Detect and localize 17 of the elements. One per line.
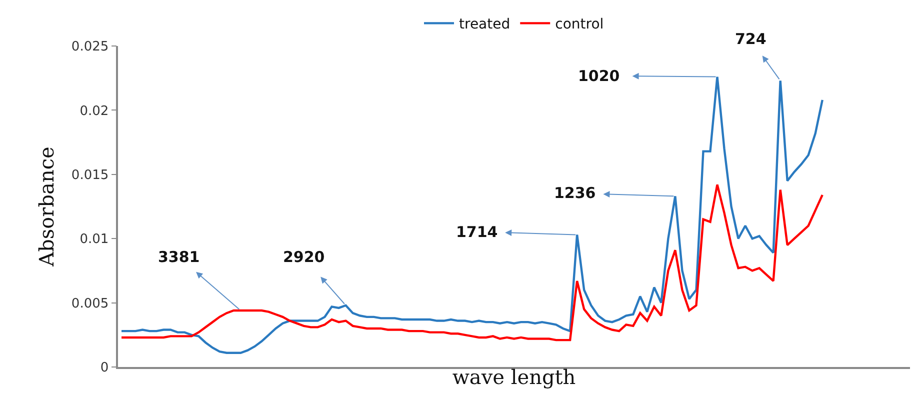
legend-label: treated — [459, 16, 510, 33]
annotation: 1236 — [554, 184, 596, 202]
y-tick-label: 0.015 — [71, 168, 109, 183]
annotation: 1020 — [578, 67, 620, 85]
y-axis-title: Absorbance — [34, 146, 58, 268]
annotation: 3381 — [158, 248, 200, 266]
x-axis-title: wave length — [452, 364, 576, 389]
y-tick-label: 0 — [100, 360, 109, 376]
annotation: 2920 — [283, 248, 325, 266]
legend-label: control — [555, 16, 604, 33]
annotation: 1714 — [456, 223, 498, 241]
y-tick-label: 0.02 — [80, 104, 109, 119]
y-tick-label: 0.005 — [71, 296, 109, 312]
annotation: 724 — [735, 30, 766, 48]
y-tick-label: 0.025 — [71, 40, 109, 55]
y-tick-label: 0.01 — [80, 232, 109, 248]
line-series — [120, 184, 824, 342]
